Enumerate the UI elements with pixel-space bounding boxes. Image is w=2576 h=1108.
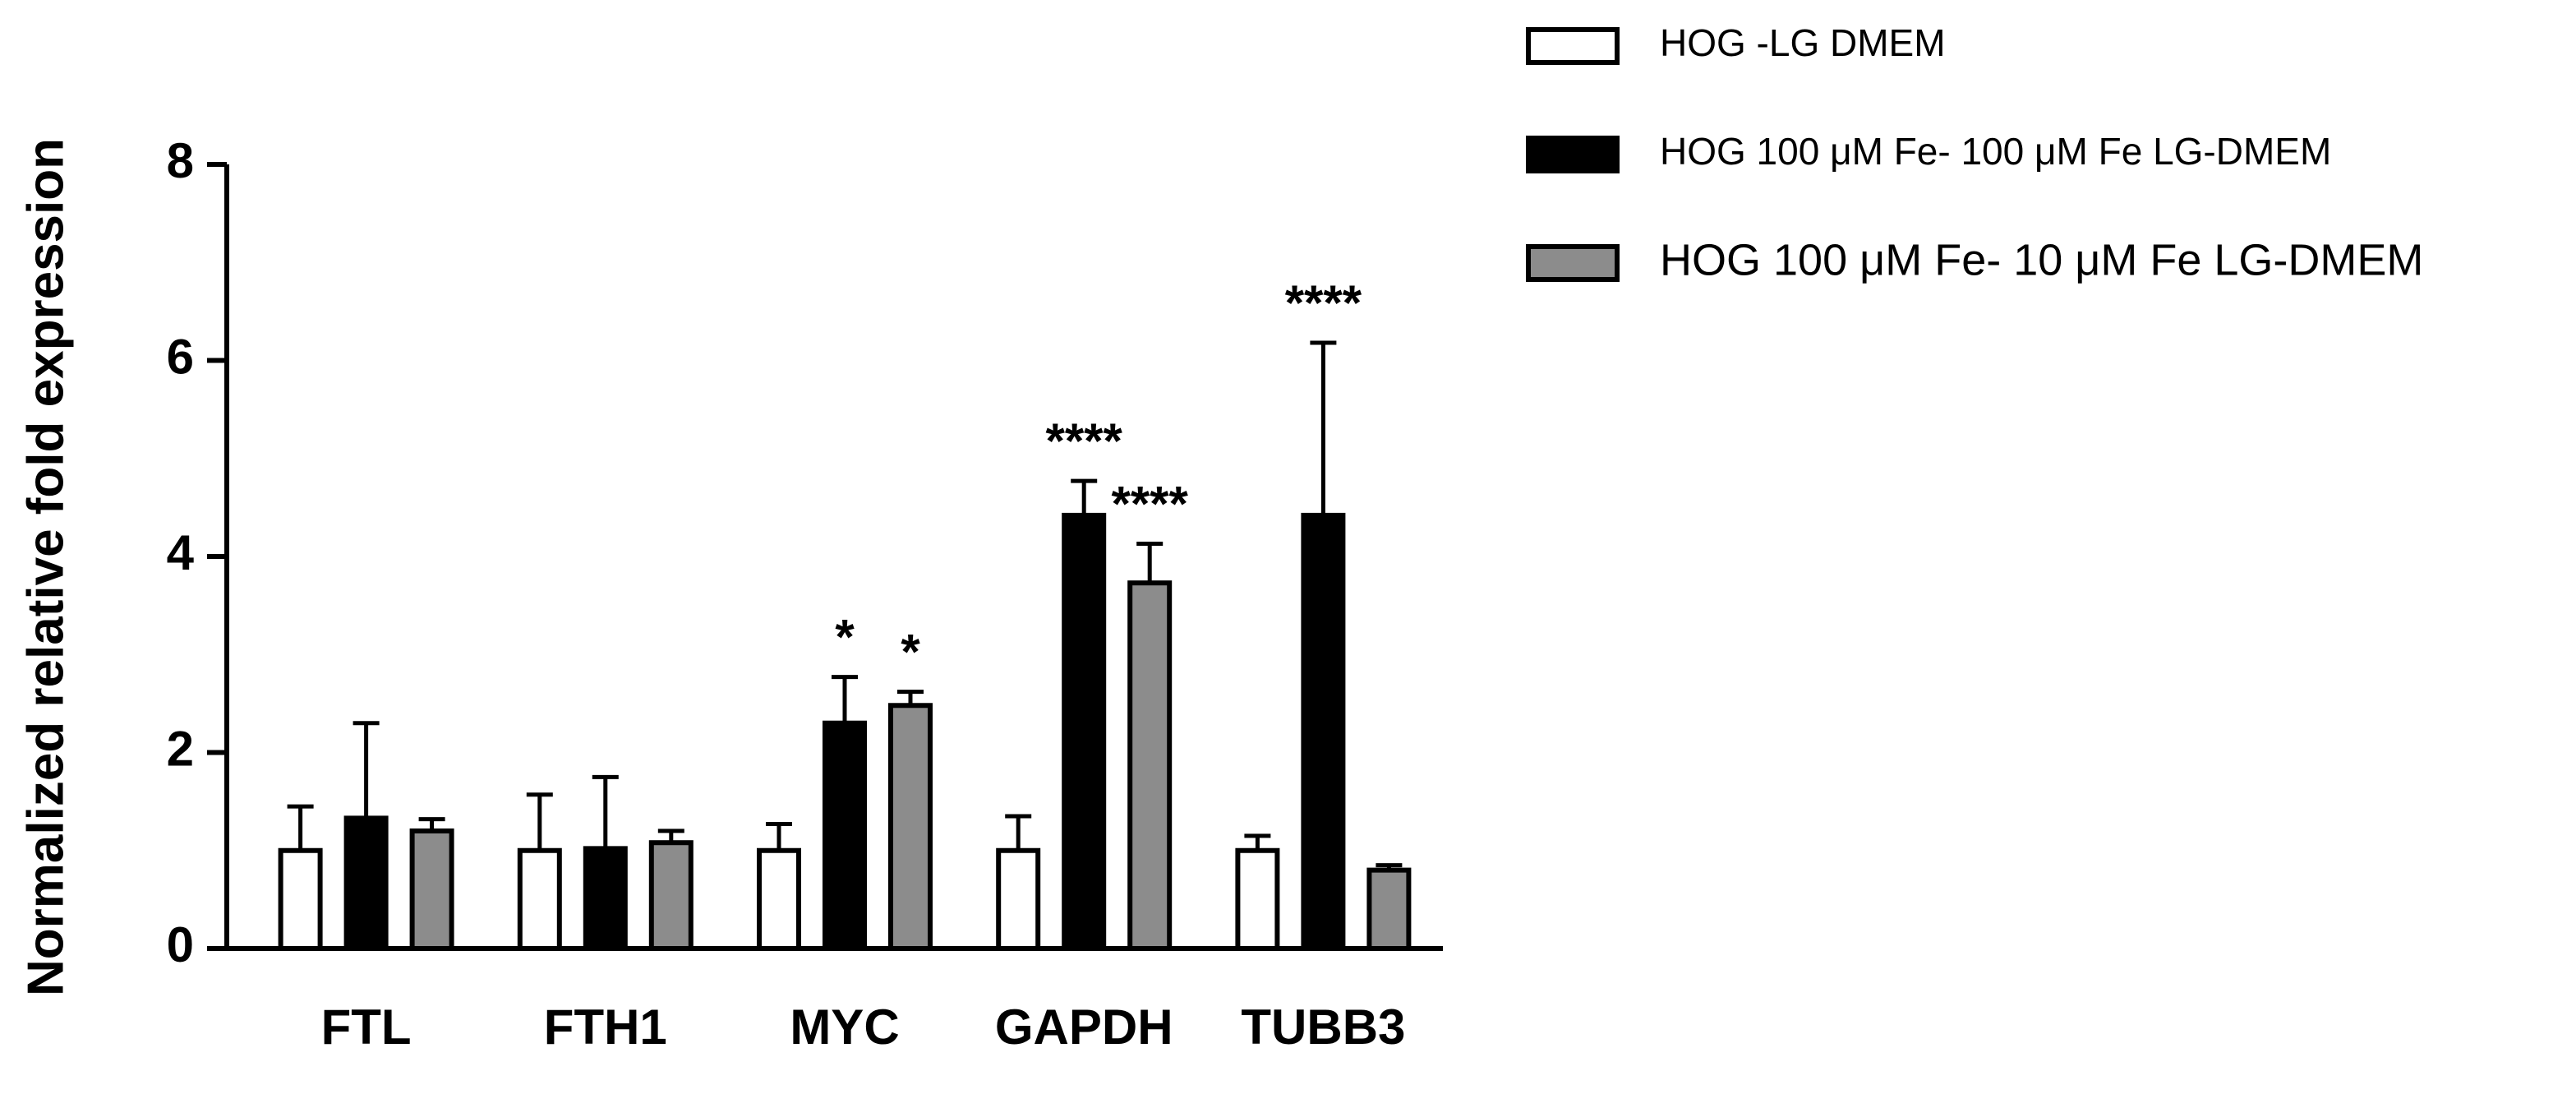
legend-swatch [1526,27,1620,65]
bar [1366,867,1412,951]
x-tick-label: TUBB3 [1241,1000,1405,1055]
error-bar [287,804,314,851]
bar [343,815,389,952]
y-axis-title: Normalized relative fold expression [17,138,74,996]
bar [278,847,323,951]
legend-swatch [1526,136,1620,173]
y-tick-label: 2 [167,721,194,776]
x-tick-label: MYC [790,1000,899,1055]
error-bar [526,792,553,851]
error-bar [766,822,792,851]
bar [1301,512,1346,951]
error-bar [1071,478,1098,515]
significance-label: * [835,610,855,665]
x-tick-label: GAPDH [995,1000,1173,1055]
error-bar [1310,340,1337,515]
significance-label: **** [1111,476,1188,531]
y-tick-label: 8 [167,133,194,188]
x-tick-label: FTH1 [544,1000,667,1055]
bar [1127,580,1173,951]
legend-swatch [1526,244,1620,282]
legend-label: HOG 100 μM Fe- 100 μM Fe LG-DMEM [1660,130,2331,173]
error-bar [832,675,858,723]
legend-label: HOG -LG DMEM [1660,21,1946,64]
bar [1235,847,1280,951]
bar [888,703,933,951]
significance-label: **** [1045,413,1122,469]
bar [648,840,694,951]
y-tick-label: 0 [167,917,194,972]
error-bar [1005,814,1032,851]
significance-label: * [901,624,920,679]
bar [823,720,867,951]
error-bar [592,774,619,849]
bar [409,828,454,952]
bar [1062,512,1107,951]
significance-label: **** [1285,275,1362,330]
error-bar [353,721,380,819]
legend-label: HOG 100 μM Fe- 10 μM Fe LG-DMEM [1660,235,2423,284]
bar [996,847,1041,951]
y-tick-label: 4 [167,525,195,580]
x-tick-label: FTL [321,1000,412,1055]
bar [517,847,562,951]
bar [583,846,628,951]
bar [757,847,801,951]
y-tick-label: 6 [167,329,194,384]
error-bar [1136,541,1164,584]
